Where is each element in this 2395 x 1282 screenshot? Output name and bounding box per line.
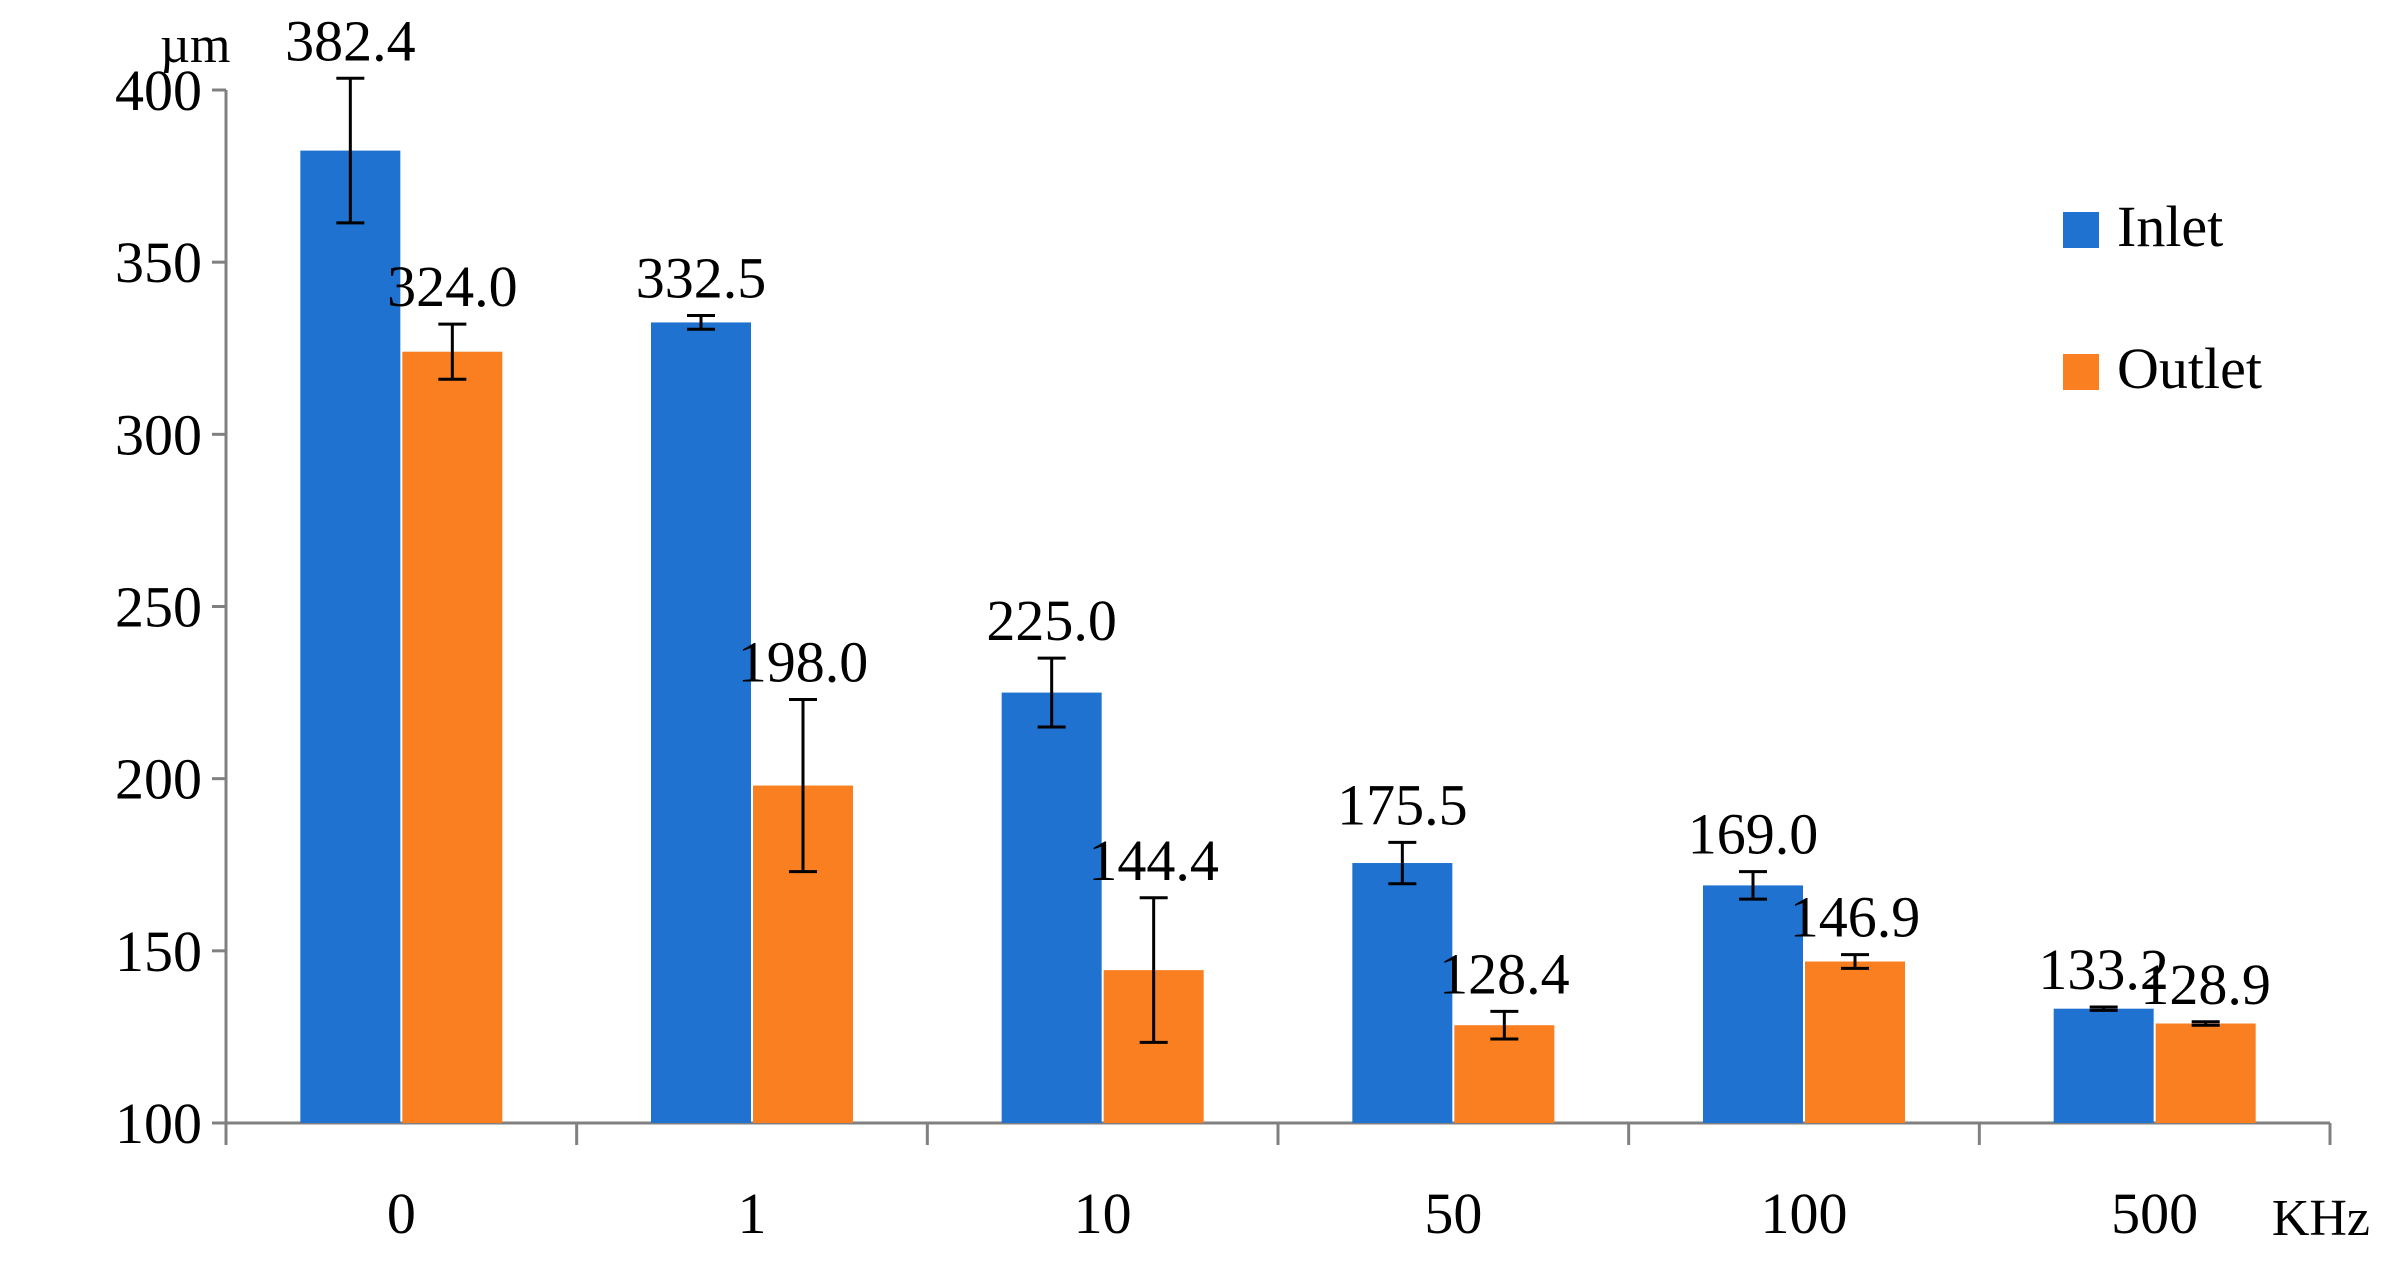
x-tick-label: 100 (1761, 1181, 1848, 1246)
bar-inlet (300, 150, 401, 1123)
x-tick-label: 1 (738, 1181, 767, 1246)
data-label: 128.4 (1439, 941, 1570, 1006)
bars-group (300, 150, 2256, 1123)
x-tick-label: 10 (1074, 1181, 1132, 1246)
data-label: 175.5 (1337, 772, 1468, 837)
legend-swatch-outlet (2063, 354, 2099, 390)
y-tick-label: 350 (115, 230, 202, 295)
y-tick-label: 100 (115, 1091, 202, 1156)
legend: Inlet Outlet (2063, 194, 2262, 401)
data-label: 144.4 (1088, 828, 1219, 893)
x-tick-label: 500 (2111, 1181, 2198, 1246)
legend-label-inlet: Inlet (2117, 194, 2223, 259)
bar-outlet (2155, 1023, 2256, 1123)
bar-inlet (1352, 863, 1453, 1123)
data-label: 146.9 (1790, 885, 1921, 950)
bar-outlet (1454, 1025, 1555, 1123)
x-unit-label: KHz (2272, 1190, 2370, 1247)
bar-outlet (1805, 961, 1905, 1123)
bar-outlet (402, 351, 503, 1123)
data-label: 382.4 (285, 8, 416, 73)
error-bars-group (336, 76, 2220, 1044)
bar-inlet (1001, 692, 1102, 1123)
data-label: 332.5 (636, 246, 767, 311)
y-unit-label: µm (160, 17, 230, 74)
y-tick-label: 300 (115, 402, 202, 467)
legend-label-outlet: Outlet (2117, 336, 2262, 401)
data-label: 133.2 (2038, 937, 2169, 1002)
data-label: 225.0 (986, 588, 1117, 653)
bar-inlet (2053, 1008, 2154, 1123)
x-tick-label: 50 (1424, 1181, 1482, 1246)
data-label: 169.0 (1688, 802, 1819, 867)
y-tick-label: 250 (115, 575, 202, 640)
data-label: 324.0 (387, 254, 518, 319)
bar-inlet (651, 322, 751, 1123)
x-tick-label: 0 (387, 1181, 416, 1246)
legend-swatch-inlet (2063, 212, 2099, 248)
y-tick-label: 400 (115, 58, 202, 123)
y-tick-label: 150 (115, 919, 202, 984)
data-label: 198.0 (738, 629, 869, 694)
bar-inlet (1703, 885, 1803, 1123)
data-labels-group: 382.4 324.0 332.5 198.0 225.0 144.4 175.5 128.4… (285, 8, 2271, 1016)
y-tick-label: 200 (115, 747, 202, 812)
data-label: 128.9 (2140, 952, 2271, 1017)
